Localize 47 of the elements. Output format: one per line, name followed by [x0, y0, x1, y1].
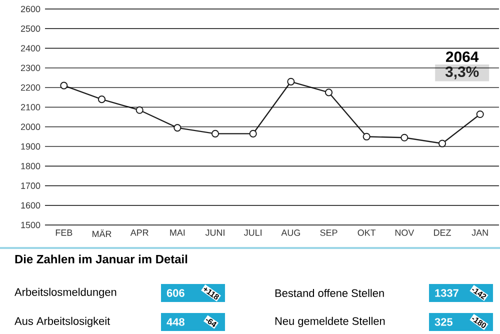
- x-tick-label: MAI: [170, 230, 185, 236]
- point: [60, 82, 68, 90]
- y-tick-label: 2600: [20, 6, 40, 12]
- point: [476, 110, 484, 118]
- y-tick-label: 2000: [20, 124, 40, 130]
- x-tick-label: MÄR: [92, 230, 112, 238]
- text: Bestand offene Stellen: [275, 288, 384, 298]
- x-tick-label: OKT: [358, 230, 376, 236]
- text: 325: [434, 318, 452, 326]
- x-tick-label: SEP: [320, 230, 338, 236]
- point: [249, 130, 257, 138]
- x-tick-label: DEZ: [434, 230, 451, 236]
- annotation: 3,3%: [445, 66, 479, 80]
- point: [400, 134, 408, 142]
- point: [287, 78, 295, 86]
- y-tick-label: 1700: [21, 182, 40, 189]
- x-tick-label: JULI: [244, 230, 262, 236]
- y-tick-label: 2200: [20, 84, 40, 91]
- y-tick-label: 1600: [21, 202, 40, 209]
- text: Die Zahlen im Januar im Detail: [15, 254, 188, 264]
- text: 606: [166, 289, 184, 297]
- y-tick-label: 1900: [21, 143, 40, 150]
- y-tick-label: 1800: [21, 162, 40, 170]
- x-tick-label: FEB: [56, 230, 72, 236]
- point: [174, 124, 182, 132]
- annotation: 2064: [446, 51, 479, 62]
- x-tick-label: AUG: [281, 230, 300, 236]
- y-tick-label: 2500: [20, 25, 40, 32]
- point: [324, 88, 333, 96]
- text: Aus Arbeitslosigkeit: [14, 316, 110, 328]
- point: [211, 130, 220, 138]
- y-tick-label: 1500: [21, 222, 40, 228]
- point: [98, 96, 106, 104]
- text: Arbeitslosmeldungen: [14, 288, 116, 298]
- x-tick-label: JUNI: [205, 230, 224, 236]
- text: 1337: [435, 289, 458, 297]
- y-tick-label: 2100: [20, 104, 40, 110]
- text: Neu gemeldete Stellen: [275, 316, 385, 328]
- y-tick-label: 2300: [20, 64, 40, 72]
- x-tick-label: NOV: [395, 230, 414, 236]
- x-tick-label: APR: [130, 230, 148, 236]
- text: 448: [166, 318, 184, 326]
- y-tick-label: 2400: [20, 45, 40, 52]
- x-tick-label: JAN: [472, 230, 488, 236]
- point: [362, 132, 370, 140]
- point: [136, 106, 144, 114]
- point: [438, 140, 446, 148]
